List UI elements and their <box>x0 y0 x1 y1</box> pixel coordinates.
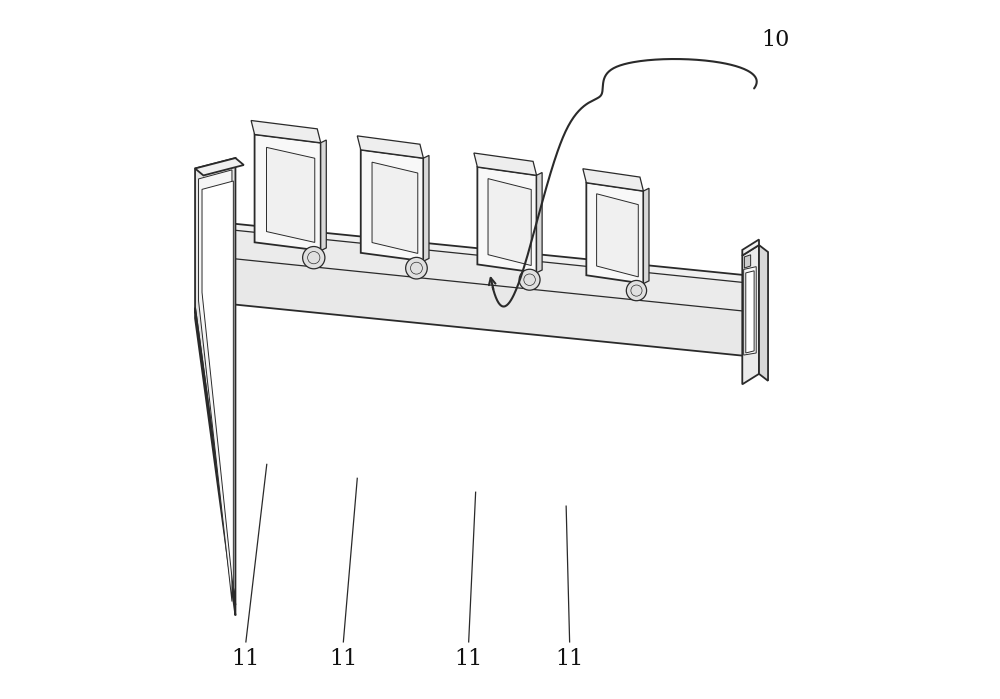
Polygon shape <box>195 158 244 175</box>
Polygon shape <box>474 153 537 175</box>
Text: 11: 11 <box>455 648 483 670</box>
Polygon shape <box>477 167 537 273</box>
Circle shape <box>519 269 540 290</box>
Polygon shape <box>744 266 756 355</box>
Polygon shape <box>742 240 759 256</box>
Circle shape <box>303 247 325 269</box>
Polygon shape <box>488 179 531 266</box>
Polygon shape <box>199 170 232 602</box>
Polygon shape <box>583 168 643 191</box>
Polygon shape <box>744 255 751 268</box>
Polygon shape <box>597 194 638 277</box>
Polygon shape <box>255 134 321 251</box>
Polygon shape <box>643 188 649 284</box>
Polygon shape <box>203 228 752 311</box>
Polygon shape <box>321 140 326 251</box>
Text: 11: 11 <box>232 648 260 670</box>
Text: 10: 10 <box>761 29 789 51</box>
Polygon shape <box>202 181 233 591</box>
Text: 11: 11 <box>329 648 357 670</box>
Polygon shape <box>423 155 429 261</box>
Polygon shape <box>251 120 321 143</box>
Circle shape <box>406 257 427 279</box>
Polygon shape <box>197 249 751 356</box>
Polygon shape <box>361 150 423 261</box>
Polygon shape <box>586 182 643 284</box>
Text: 11: 11 <box>555 648 584 670</box>
Polygon shape <box>357 136 423 158</box>
Polygon shape <box>266 147 315 243</box>
Polygon shape <box>746 271 754 353</box>
Polygon shape <box>195 158 235 605</box>
Polygon shape <box>759 245 768 381</box>
Polygon shape <box>197 221 758 304</box>
Polygon shape <box>742 245 759 384</box>
Polygon shape <box>537 173 542 273</box>
Circle shape <box>626 280 647 301</box>
Polygon shape <box>195 308 235 615</box>
Polygon shape <box>372 162 418 254</box>
